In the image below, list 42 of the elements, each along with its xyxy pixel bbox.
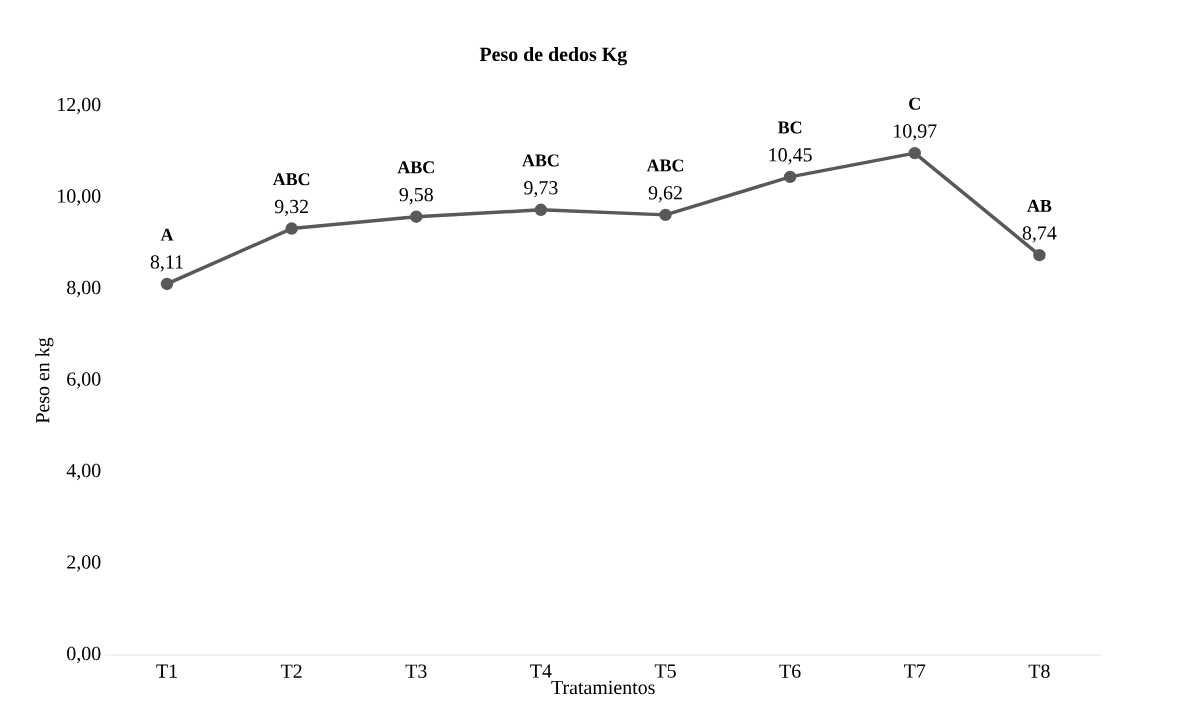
point xyxy=(908,146,921,160)
y-axis-title: Peso en kg xyxy=(35,337,54,424)
y-tick-label: 4,00 xyxy=(66,463,101,481)
x-tick-label: T7 xyxy=(904,664,926,678)
data-label: 9,73 xyxy=(524,181,558,198)
annotation: ABC xyxy=(646,159,684,172)
point xyxy=(285,222,298,235)
x-tick-label: T1 xyxy=(156,664,177,678)
y-tick-label: 6,00 xyxy=(67,372,101,389)
x-tick-label: T8 xyxy=(1028,664,1050,678)
annotation: C xyxy=(909,97,920,110)
x-tick-label: T6 xyxy=(779,664,801,678)
x-axis-title: Tratamientos xyxy=(551,680,655,695)
y-tick-label: 8,00 xyxy=(67,280,101,298)
point xyxy=(659,208,672,222)
data-label: 9,58 xyxy=(399,187,433,205)
x-tick-label: T3 xyxy=(405,664,427,678)
x-tick-label: T2 xyxy=(280,664,302,678)
data-label: 10,97 xyxy=(894,124,937,141)
annotation: ABC xyxy=(397,161,434,174)
x-tick-label: T4 xyxy=(530,664,552,678)
annotation: ABC xyxy=(522,154,559,167)
point xyxy=(534,203,548,217)
point xyxy=(410,210,423,223)
annotation: AB xyxy=(1027,199,1052,212)
data-label: 9,62 xyxy=(648,186,682,203)
annotation: BC xyxy=(777,121,802,134)
data-label: 9,32 xyxy=(274,199,308,217)
annotation: A xyxy=(160,228,174,241)
y-tick-label: 2,00 xyxy=(67,555,101,572)
annotation: ABC xyxy=(272,173,310,186)
point xyxy=(783,170,797,184)
y-tick-label: 10,00 xyxy=(58,189,101,206)
y-tick-label: 12,00 xyxy=(58,97,101,115)
x-tick-label: T5 xyxy=(654,664,676,678)
data-label: 8,74 xyxy=(1022,226,1057,243)
y-tick-label: 0,00 xyxy=(67,646,101,664)
data-label: 8,11 xyxy=(150,255,183,272)
point xyxy=(160,277,174,291)
point xyxy=(1033,248,1046,262)
chart-title: Peso de dedos Kg xyxy=(479,47,628,66)
data-label: 10,45 xyxy=(769,148,812,165)
